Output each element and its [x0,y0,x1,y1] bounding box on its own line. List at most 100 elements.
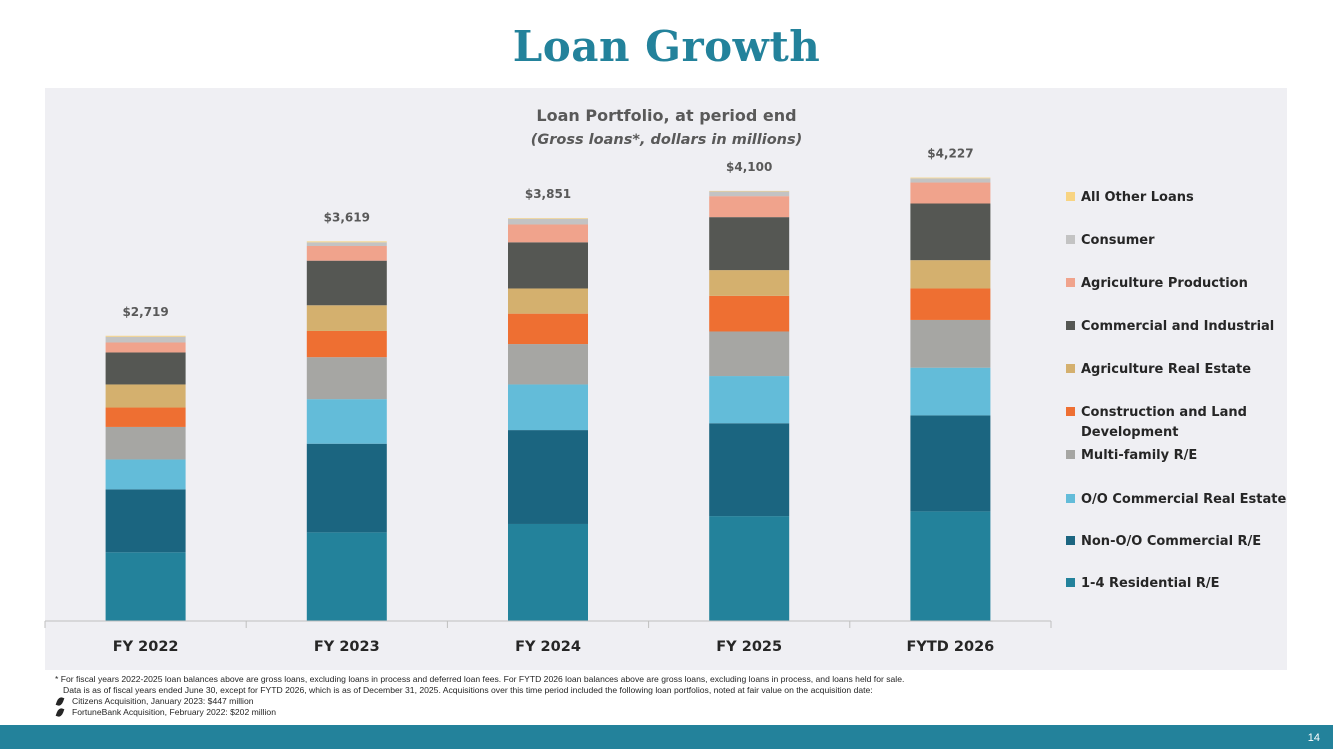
bar-segment-10 [910,177,991,179]
legend-label: Agriculture Real Estate [1081,362,1252,377]
bar-segment-4 [709,331,790,377]
footer-band: 14 [0,725,1333,749]
x-tick-label: FYTD 2026 [907,639,995,655]
bar-segment-5 [709,295,790,332]
bar-segment-2 [508,430,588,524]
legend-item: O/O Commercial Real Estate [1066,490,1301,510]
bar-segment-2 [105,489,186,553]
bar-segment-10 [709,190,790,192]
bar-total-label: $3,851 [525,187,571,201]
legend-item: Consumer [1066,231,1301,251]
legend-swatch [1066,407,1075,416]
bar-segment-9 [306,242,387,246]
bar-segment-9 [709,191,790,197]
bar-segment-7 [306,260,387,306]
bar-segment-7 [105,352,186,385]
leaf-bullet-icon [55,707,65,718]
bar-segment-2 [910,415,991,512]
footnote: * For fiscal years 2022-2025 loan balanc… [55,674,1295,718]
bar-segment-8 [910,182,991,204]
legend-swatch [1066,536,1075,545]
bar-segment-6 [910,260,991,289]
bar-segment-9 [105,336,186,343]
bar-segment-7 [508,242,588,289]
bar-segment-3 [105,459,186,490]
legend-swatch [1066,278,1075,287]
legend-label: Construction and Land Development [1081,405,1247,440]
legend-label: Consumer [1081,233,1155,248]
bar-segment-5 [306,330,387,358]
x-tick-label: FY 2025 [716,639,782,655]
bar-total-label: $3,619 [324,210,370,224]
bar-segment-1 [306,532,387,621]
bar-segment-3 [709,376,790,424]
bar-segment-10 [105,335,186,337]
bar-segment-4 [105,426,186,460]
legend-item: Construction and Land Development [1066,403,1301,443]
legend-swatch [1066,494,1075,503]
x-tick-label: FY 2024 [515,639,581,655]
legend-label: 1-4 Residential R/E [1081,576,1220,591]
bar-segment-8 [306,245,387,261]
bar-segment-5 [105,407,186,427]
bar-segment-1 [508,523,588,621]
chart-title: Loan Portfolio, at period end [536,106,797,125]
legend-label: Multi-family R/E [1081,448,1198,463]
bar-segment-9 [910,178,991,183]
bar-segment-10 [306,241,387,243]
bar-segment-3 [508,384,588,431]
footnote-line-2: Data is as of fiscal years ended June 30… [63,685,873,695]
bar-segment-1 [709,516,790,621]
legend-swatch [1066,192,1075,201]
bar-segment-4 [910,319,991,368]
legend-label: Agriculture Production [1081,276,1248,291]
legend-label: Commercial and Industrial [1081,319,1275,334]
bar-segment-7 [910,203,991,261]
bar-segment-4 [306,357,387,400]
page-number: 14 [1307,732,1320,744]
bar-segment-5 [910,288,991,320]
bar-segment-8 [105,342,186,353]
bar-segment-3 [910,367,991,416]
leaf-bullet-icon [55,696,65,707]
legend-item: Agriculture Production [1066,274,1301,294]
footnote-bullet-text: Citizens Acquisition, January 2023: $447… [72,696,254,706]
legend-swatch [1066,578,1075,587]
legend-item: Agriculture Real Estate [1066,360,1301,380]
bar-segment-6 [508,288,588,314]
chart-panel [45,88,1287,670]
slide-title: Loan Growth [512,22,821,71]
bar-segment-10 [508,218,588,219]
legend-swatch [1066,450,1075,459]
legend-swatch [1066,364,1075,373]
bar-segment-1 [910,511,991,621]
legend-item: Non-O/O Commercial R/E [1066,532,1301,552]
legend-item: All Other Loans [1066,188,1301,208]
footnote-bullet-text: FortuneBank Acquisition, February 2022: … [72,707,276,717]
x-tick-label: FY 2023 [314,639,380,655]
bar-segment-8 [508,224,588,243]
legend-item: Commercial and Industrial [1066,317,1301,337]
bar-total-label: $2,719 [122,305,168,319]
legend-label: All Other Loans [1081,190,1194,205]
bar-segment-1 [105,552,186,621]
bar-total-label: $4,100 [726,160,772,174]
bar-segment-6 [306,305,387,331]
bar-segment-2 [709,423,790,517]
bar-segment-4 [508,344,588,385]
legend-item: 1-4 Residential R/E [1066,574,1301,594]
bar-segment-7 [709,217,790,271]
legend-label: Non-O/O Commercial R/E [1081,534,1262,549]
x-tick-label: FY 2022 [113,639,179,655]
legend-swatch [1066,321,1075,330]
bar-segment-5 [508,313,588,345]
bar-segment-2 [306,443,387,533]
chart-subtitle: (Gross loans*, dollars in millions) [530,132,803,148]
bar-segment-8 [709,196,790,218]
footnote-line-1: * For fiscal years 2022-2025 loan balanc… [55,674,905,684]
bar-total-label: $4,227 [927,147,973,161]
footnote-bullet: Citizens Acquisition, January 2023: $447… [55,696,1295,707]
legend-item: Multi-family R/E [1066,446,1301,466]
bar-segment-6 [709,270,790,296]
